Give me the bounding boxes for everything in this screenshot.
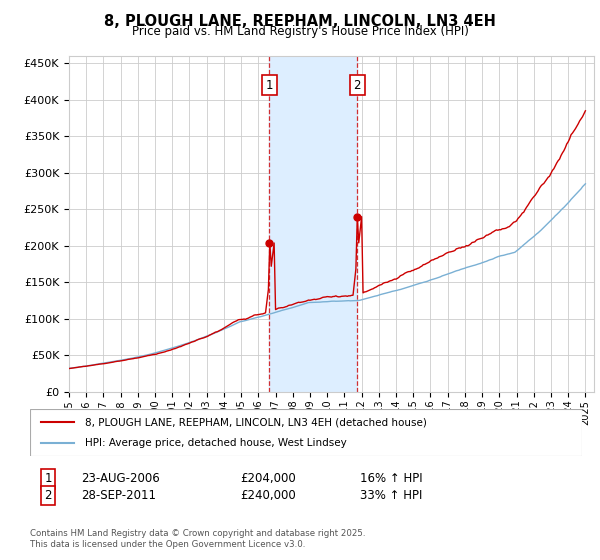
Text: 2: 2 [44, 489, 52, 502]
Text: Price paid vs. HM Land Registry's House Price Index (HPI): Price paid vs. HM Land Registry's House … [131, 25, 469, 38]
Text: £240,000: £240,000 [240, 489, 296, 502]
Text: 2: 2 [353, 79, 361, 92]
Bar [269, 56, 357, 392]
Text: £204,000: £204,000 [240, 472, 296, 486]
Text: 1: 1 [266, 79, 273, 92]
Text: 28-SEP-2011: 28-SEP-2011 [81, 489, 156, 502]
Text: 16% ↑ HPI: 16% ↑ HPI [360, 472, 422, 486]
Text: Contains HM Land Registry data © Crown copyright and database right 2025.
This d: Contains HM Land Registry data © Crown c… [30, 529, 365, 549]
Text: 1: 1 [44, 472, 52, 486]
Text: 8, PLOUGH LANE, REEPHAM, LINCOLN, LN3 4EH (detached house): 8, PLOUGH LANE, REEPHAM, LINCOLN, LN3 4E… [85, 417, 427, 427]
Text: 23-AUG-2006: 23-AUG-2006 [81, 472, 160, 486]
FancyBboxPatch shape [30, 409, 582, 456]
Text: 33% ↑ HPI: 33% ↑ HPI [360, 489, 422, 502]
Text: 8, PLOUGH LANE, REEPHAM, LINCOLN, LN3 4EH: 8, PLOUGH LANE, REEPHAM, LINCOLN, LN3 4E… [104, 14, 496, 29]
Text: HPI: Average price, detached house, West Lindsey: HPI: Average price, detached house, West… [85, 438, 347, 448]
